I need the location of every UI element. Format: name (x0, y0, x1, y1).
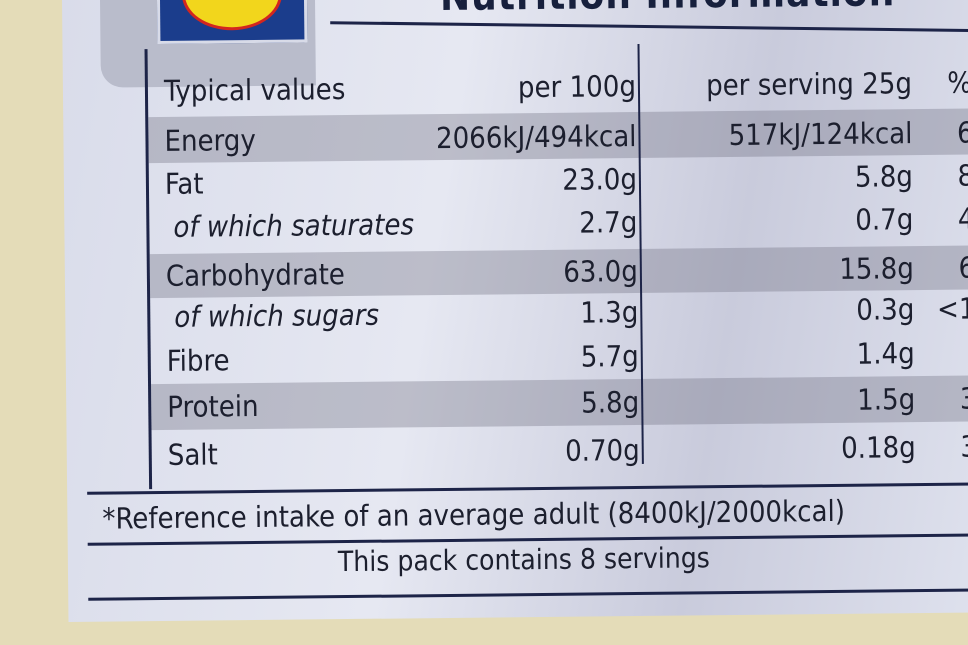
servings-note: This pack contains 8 servings (337, 541, 711, 579)
row-per100: 5.7g (580, 338, 639, 374)
row-name: Carbohydrate (165, 257, 346, 293)
row-ri: 6% (956, 115, 968, 150)
row-ri: 6% (958, 250, 968, 285)
nutrition-table: Typical values per 100g per serving 25g … (144, 39, 968, 490)
row-per100: 5.8g (581, 384, 640, 420)
table-row: of which sugars 1.3g 0.3g <1% (150, 288, 968, 337)
row-name: of which saturates (173, 207, 415, 244)
logo-circle (181, 0, 283, 31)
row-serving: 0.18g (840, 430, 916, 465)
row-serving: 0.3g (856, 292, 915, 327)
table-row: Protein 5.8g 1.5g 3% (151, 378, 968, 427)
row-ri: 3% (959, 381, 968, 416)
row-serving: 15.8g (839, 251, 915, 286)
table-row: Energy 2066kJ/494kcal 517kJ/124kcal 6% (148, 112, 968, 161)
table-row: of which saturates 2.7g 0.7g 4% (149, 198, 968, 247)
row-per100: 63.0g (563, 253, 639, 289)
row-name: Energy (164, 122, 256, 158)
header-serving: per serving 25g (705, 66, 913, 103)
row-serving: 1.4g (856, 336, 915, 371)
row-ri: 8% (957, 158, 968, 193)
row-serving: 0.7g (855, 202, 914, 237)
page-title: Nutrition Information (440, 0, 896, 20)
header-ri: %RI (947, 65, 968, 100)
row-per100: 2.7g (579, 204, 638, 240)
header-name: Typical values (163, 72, 346, 108)
brand-logo (156, 0, 308, 45)
row-name: of which sugars (174, 297, 380, 334)
row-per100: 2066kJ/494kcal (435, 118, 637, 156)
header-per100: per 100g (517, 68, 637, 105)
footnote: *Reference intake of an average adult (8… (102, 493, 846, 536)
row-name: Salt (167, 437, 218, 472)
table-row: Carbohydrate 63.0g 15.8g 6% (150, 247, 968, 296)
row-name: Fat (164, 166, 204, 201)
row-name: Fibre (166, 343, 230, 378)
row-serving: 1.5g (857, 382, 916, 417)
row-per100: 0.70g (564, 432, 640, 468)
title-underline (330, 21, 968, 33)
row-ri: 4% (957, 201, 968, 236)
table-row: Fibre 5.7g 1.4g (151, 332, 968, 381)
row-serving: 517kJ/124kcal (728, 116, 913, 153)
row-name: Protein (167, 388, 259, 424)
row-per100: 23.0g (562, 161, 638, 197)
table-row: Fat 23.0g 5.8g 8% (149, 155, 968, 204)
label-panel: Nutrition Information Typical values per… (62, 0, 968, 622)
row-ri: <1% (936, 291, 968, 326)
row-per100: 1.3g (580, 294, 639, 330)
table-header: Typical values per 100g per serving 25g … (148, 62, 968, 111)
table-row: Salt 0.70g 0.18g 3% (152, 426, 968, 475)
row-ri: 3% (960, 429, 968, 464)
divider (88, 588, 968, 601)
row-serving: 5.8g (854, 159, 914, 194)
